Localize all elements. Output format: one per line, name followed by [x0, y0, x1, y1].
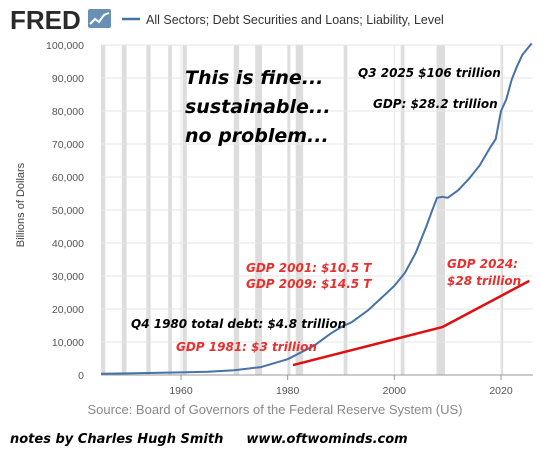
y-tick-label-1: 10,000 — [52, 337, 84, 349]
annotation-gdp-28-2: GDP: $28.2 trillion — [373, 97, 498, 111]
annotation-gdp-2009: GDP 2009: $14.5 T — [246, 277, 372, 291]
fred-header: FRED All Sectors; Debt Securities and Lo… — [10, 5, 444, 35]
source-note: Source: Board of Governors of the Federa… — [88, 402, 463, 417]
footer-website[interactable]: www.oftwominds.com — [246, 432, 408, 447]
y-tick-label-9: 90,000 — [52, 73, 84, 85]
annotation-no-problem: no problem... — [185, 125, 329, 147]
y-tick-label-10: 100,000 — [46, 40, 84, 52]
y-tick-label-0: 0 — [78, 370, 84, 382]
legend-label: All Sectors; Debt Securities and Loans; … — [146, 13, 444, 27]
annotation-gdp-2001: GDP 2001: $10.5 T — [246, 261, 372, 275]
line-chart-icon — [88, 9, 111, 28]
annotation-gdp-1981: GDP 1981: $3 trillion — [176, 340, 317, 354]
fred-chart: FRED All Sectors; Debt Securities and Lo… — [10, 5, 533, 417]
annotation-gdp-2024: GDP 2024: — [447, 257, 518, 271]
gdp-series-line — [292, 279, 530, 367]
x-tick-label-2: 2000 — [383, 385, 407, 397]
annotations: This is fine... sustainable... no proble… — [131, 66, 521, 354]
y-tick-label-3: 30,000 — [52, 271, 84, 283]
x-tick-label-1: 1980 — [276, 385, 300, 397]
annotation-q4-1980-debt: Q4 1980 total debt: $4.8 trillion — [131, 317, 346, 331]
x-tick-label-0: 1960 — [169, 385, 193, 397]
y-axis-label: Billions of Dollars — [15, 162, 27, 247]
y-tick-label-7: 70,000 — [52, 139, 84, 151]
debt-series-line — [100, 42, 533, 375]
y-tick-label-4: 40,000 — [52, 238, 84, 250]
axes: 0 10,000 20,000 30,000 40,000 50,000 60,000 70,… — [46, 40, 533, 397]
annotation-28-trillion: $28 trillion — [447, 274, 521, 288]
annotation-q3-2025-debt: Q3 2025 $106 trillion — [358, 66, 501, 80]
y-tick-label-8: 80,000 — [52, 106, 84, 118]
gridlines — [101, 44, 533, 375]
annotation-this-is-fine: This is fine... — [185, 67, 323, 89]
x-tick-label-3: 2020 — [489, 385, 513, 397]
y-tick-label-2: 20,000 — [52, 304, 84, 316]
footer-author: notes by Charles Hugh Smith — [10, 432, 224, 447]
fred-logo[interactable]: FRED — [10, 5, 81, 35]
footer-notes: notes by Charles Hugh Smith www.oftwomin… — [10, 432, 408, 447]
series-lines — [100, 42, 533, 375]
annotation-sustainable: sustainable... — [185, 96, 331, 118]
y-tick-label-6: 60,000 — [52, 172, 84, 184]
y-tick-label-5: 50,000 — [52, 205, 84, 217]
